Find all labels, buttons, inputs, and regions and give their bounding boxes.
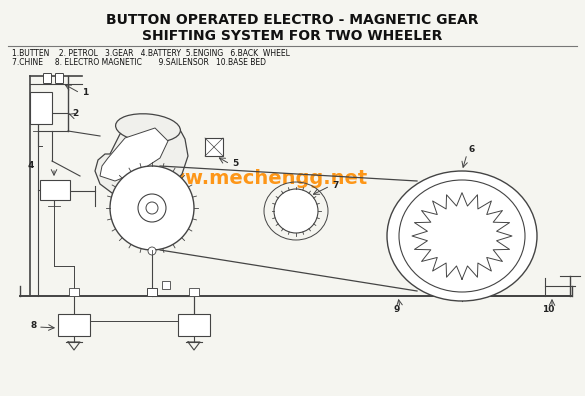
Text: 6: 6 [468,145,474,154]
Circle shape [274,189,318,233]
Bar [147,288,157,296]
Circle shape [148,247,156,255]
Text: BUTTON OPERATED ELECTRO - MAGNETIC GEAR: BUTTON OPERATED ELECTRO - MAGNETIC GEAR [106,13,479,27]
Ellipse shape [116,114,180,142]
Text: www.mechengg.net: www.mechengg.net [149,169,367,187]
Text: 7: 7 [332,181,338,190]
Ellipse shape [387,171,537,301]
Bar [30,92,52,124]
Text: 7.CHINE     8. ELECTRO MAGNETIC       9.SAILENSOR   10.BASE BED: 7.CHINE 8. ELECTRO MAGNETIC 9.SAILENSOR … [12,57,266,67]
FancyBboxPatch shape [56,74,64,84]
Bar [69,288,79,296]
Text: 9: 9 [393,305,400,314]
Circle shape [110,166,194,250]
Text: 2: 2 [72,109,78,118]
Text: 10: 10 [542,305,555,314]
Bar [40,180,70,200]
Polygon shape [100,128,168,181]
Bar [162,281,170,289]
Bar [189,288,199,296]
Polygon shape [95,120,188,199]
Text: 3: 3 [118,227,124,236]
Ellipse shape [399,180,525,292]
Text: 1: 1 [82,88,88,97]
Circle shape [146,202,158,214]
Text: 8: 8 [30,321,36,330]
Text: 1.BUTTEN    2. PETROL   3.GEAR   4.BATTERY  5.ENGING   6.BACK  WHEEL: 1.BUTTEN 2. PETROL 3.GEAR 4.BATTERY 5.EN… [12,48,290,57]
Text: SHIFTING SYSTEM FOR TWO WHEELER: SHIFTING SYSTEM FOR TWO WHEELER [142,29,442,43]
Bar [205,138,223,156]
Text: 5: 5 [232,159,238,168]
FancyBboxPatch shape [43,74,51,84]
Bar [58,314,90,336]
Text: 4: 4 [28,161,35,170]
Circle shape [138,194,166,222]
Bar [178,314,210,336]
